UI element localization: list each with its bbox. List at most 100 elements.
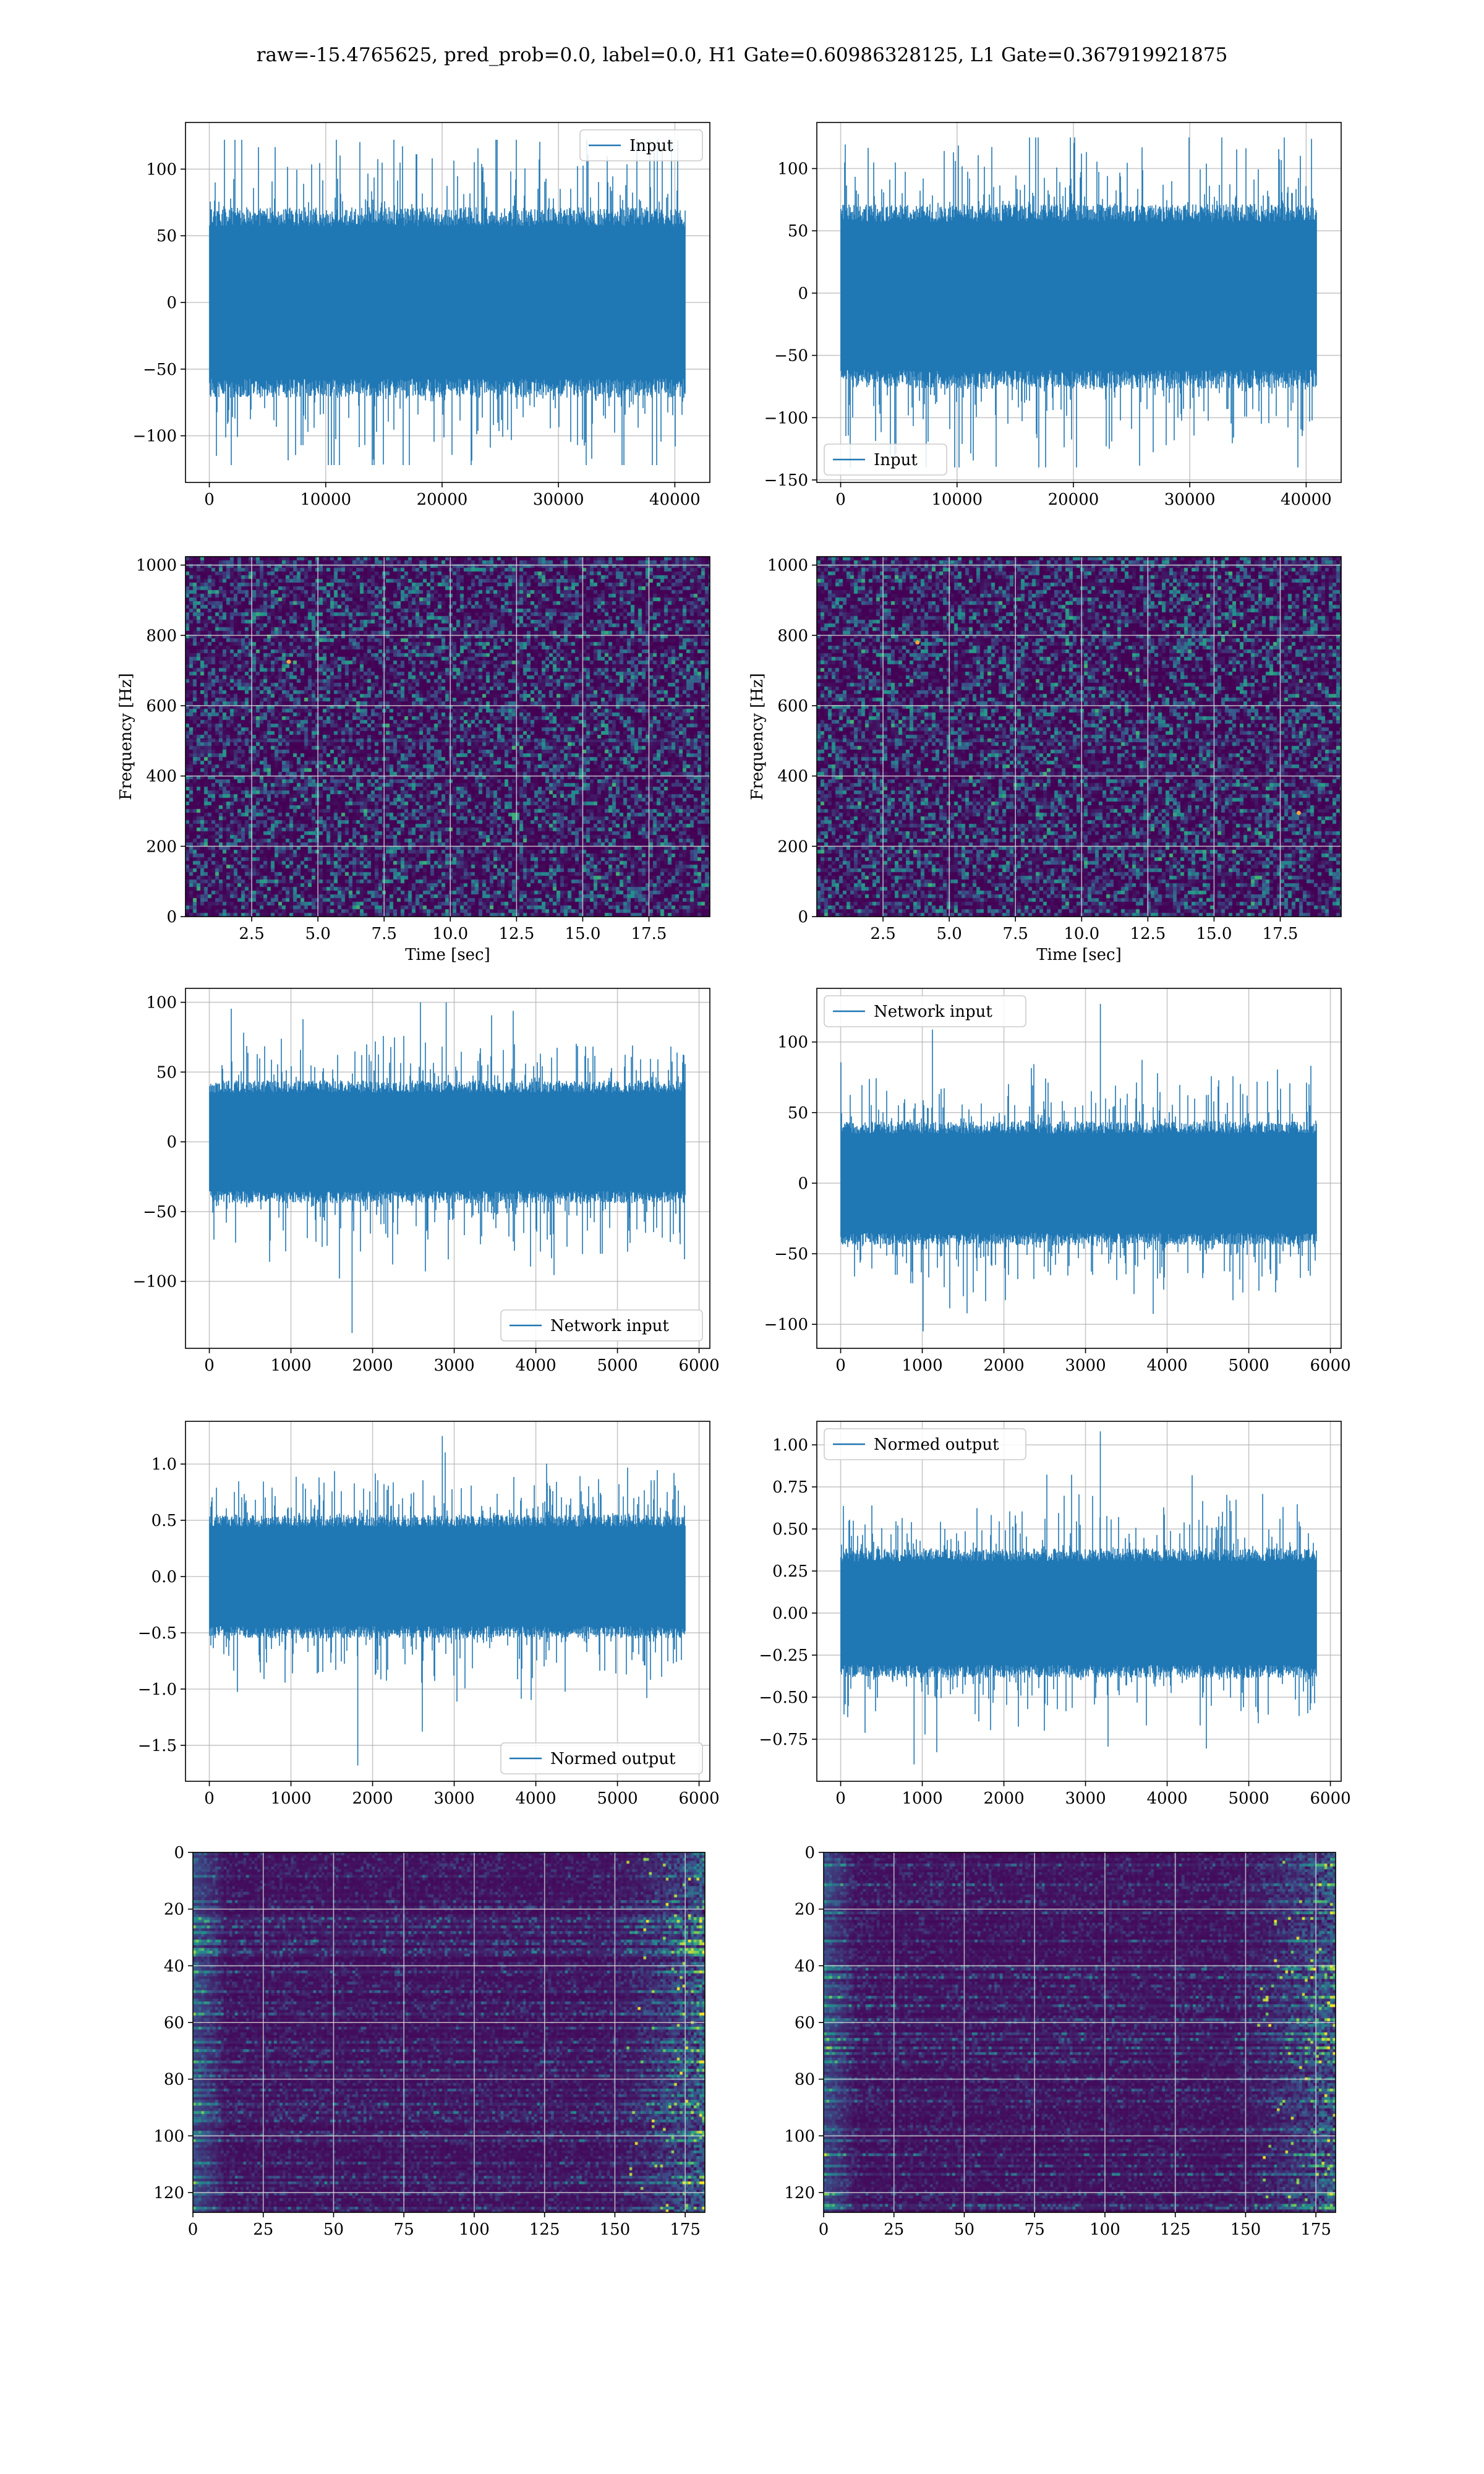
y-tick-label: 0: [174, 1844, 184, 1862]
axis-ticks: 0 10000 20000 30000 40000 −150 −100 −50 0 50 100: [764, 160, 1332, 509]
x-tick-label: 2000: [983, 1789, 1024, 1808]
x-tick-label: 10000: [931, 490, 983, 509]
x-tick-label: 4000: [1146, 1789, 1187, 1808]
y-tick-label: 0.50: [772, 1520, 808, 1539]
y-tick-label: 0.75: [772, 1478, 808, 1497]
legend-box: [824, 443, 947, 476]
y-tick-label: 400: [777, 768, 808, 786]
x-tick-label: 17.5: [1263, 925, 1298, 943]
legend-label: Input: [629, 137, 673, 155]
series-line: [840, 137, 1317, 468]
x-tick-label: 2000: [983, 1356, 1024, 1375]
x-tick-label: 75: [1025, 2220, 1045, 2239]
subplot-network-input-l1: 0 1000 2000 3000 4000 5000 6000 −100 −50 0 50 100 Ne…: [764, 988, 1351, 1375]
legend-label: Network input: [550, 1317, 669, 1335]
x-tick-label: 3000: [433, 1356, 474, 1375]
legend: Network input: [500, 1309, 703, 1342]
x-tick-label: 3000: [433, 1789, 474, 1808]
figure-suptitle: raw=-15.4765625, pred_prob=0.0, label=0.…: [257, 44, 1228, 66]
grid-lines: [186, 557, 710, 917]
y-tick-label: 50: [156, 1063, 177, 1082]
y-tick-label: 0.5: [151, 1512, 177, 1530]
subplot-spectrogram-h1: 2.5 5.0 7.5 10.0 12.5 15.0 17.5 0 200 400 600 800 10…: [117, 556, 710, 964]
x-tick-label: 0: [188, 2220, 198, 2239]
y-tick-label: −0.50: [759, 1689, 808, 1707]
y-tick-label: 40: [164, 1957, 184, 1975]
legend-label: Normed output: [550, 1750, 676, 1768]
heatmap-image: [186, 557, 710, 917]
series-line: [209, 140, 686, 465]
y-tick-label: 120: [784, 2184, 815, 2202]
x-tick-label: 15.0: [1196, 925, 1232, 943]
y-tick-label: −50: [143, 361, 177, 379]
x-tick-label: 12.5: [1130, 925, 1166, 943]
axes-frame: [185, 556, 710, 917]
x-tick-label: 0: [204, 490, 215, 509]
axes-frame: [816, 556, 1342, 917]
x-tick-label: 0: [819, 2220, 829, 2239]
x-tick-label: 0: [835, 1356, 846, 1375]
x-tick-label: 2.5: [870, 925, 895, 943]
x-axis-label: Time [sec]: [405, 946, 490, 964]
axis-ticks: 0 1000 2000 3000 4000 5000 6000 −1.5 −1.0 −0.5 0.0…: [138, 1455, 720, 1808]
x-tick-label: 6000: [678, 1789, 719, 1808]
subplot-input-l1: 0 10000 20000 30000 40000 −150 −100 −50 0 50 100 In…: [764, 122, 1342, 509]
y-tick-label: 1000: [136, 557, 177, 575]
y-tick-label: 800: [777, 627, 808, 645]
x-tick-label: 4000: [1146, 1356, 1187, 1375]
y-axis-label: Frequency [Hz]: [748, 673, 767, 800]
y-tick-label: 0.0: [151, 1568, 177, 1586]
axes-frame: [816, 122, 1342, 483]
y-tick-label: 100: [777, 160, 808, 179]
x-tick-label: 25: [253, 2220, 273, 2239]
x-tick-label: 5.0: [936, 925, 962, 943]
y-tick-label: −0.25: [759, 1646, 808, 1665]
legend-label: Input: [874, 451, 918, 469]
x-tick-label: 5.0: [305, 925, 330, 943]
x-tick-label: 50: [954, 2220, 974, 2239]
y-tick-label: 20: [795, 1901, 815, 1919]
x-tick-label: 6000: [1310, 1789, 1350, 1808]
x-tick-label: 2000: [352, 1789, 393, 1808]
x-tick-label: 50: [323, 2220, 344, 2239]
x-tick-label: 0: [835, 1789, 846, 1808]
y-tick-label: 0.25: [772, 1562, 808, 1581]
x-tick-label: 40000: [649, 490, 701, 509]
y-tick-label: 60: [795, 2014, 815, 2032]
x-tick-label: 4000: [515, 1789, 556, 1808]
axis-ticks: 2.5 5.0 7.5 10.0 12.5 15.0 17.5 0 200 400 600 800 10…: [136, 557, 667, 943]
legend-label: Network input: [874, 1003, 992, 1021]
x-tick-label: 5000: [1228, 1356, 1269, 1375]
axes-frame: [192, 1852, 706, 2213]
legend-box: [500, 1309, 703, 1342]
x-tick-label: 15.0: [565, 925, 600, 943]
y-tick-label: 0: [798, 285, 808, 303]
x-tick-label: 17.5: [631, 925, 667, 943]
subplot-spectrogram-l1: 2.5 5.0 7.5 10.0 12.5 15.0 17.5 0 200 400 600 800 10…: [748, 556, 1342, 964]
x-tick-label: 5000: [1228, 1789, 1269, 1808]
x-tick-label: 7.5: [1003, 925, 1028, 943]
y-tick-label: 800: [146, 627, 177, 645]
y-tick-label: −50: [774, 347, 808, 366]
x-tick-label: 150: [1230, 2220, 1261, 2239]
x-tick-label: 1000: [902, 1789, 942, 1808]
axis-ticks: 0 25 50 75 100 125 150 175 0 20 40 60 80 100 120: [784, 1844, 1331, 2239]
y-tick-label: 200: [777, 837, 808, 856]
x-tick-label: 10.0: [1064, 925, 1099, 943]
subplot-input-h1: 0 10000 20000 30000 40000 −100 −50 0 50 100 Input: [133, 122, 710, 509]
axes-frame: [185, 988, 710, 1349]
y-tick-label: 0: [798, 908, 808, 927]
x-tick-label: 5000: [597, 1356, 638, 1375]
legend-box: [500, 1742, 703, 1774]
legend-label: Normed output: [874, 1436, 999, 1454]
y-tick-label: 200: [146, 837, 177, 856]
x-tick-label: 2000: [352, 1356, 393, 1375]
y-tick-label: −150: [764, 471, 808, 490]
y-tick-label: 1.00: [772, 1436, 808, 1455]
x-tick-label: 40000: [1281, 490, 1332, 509]
x-tick-label: 1000: [270, 1789, 311, 1808]
axes-frame: [816, 988, 1342, 1349]
axis-ticks: 2.5 5.0 7.5 10.0 12.5 15.0 17.5 0 200 400 600 800 10…: [767, 557, 1298, 943]
series-line: [209, 1436, 686, 1766]
axes-frame: [823, 1852, 1336, 2213]
